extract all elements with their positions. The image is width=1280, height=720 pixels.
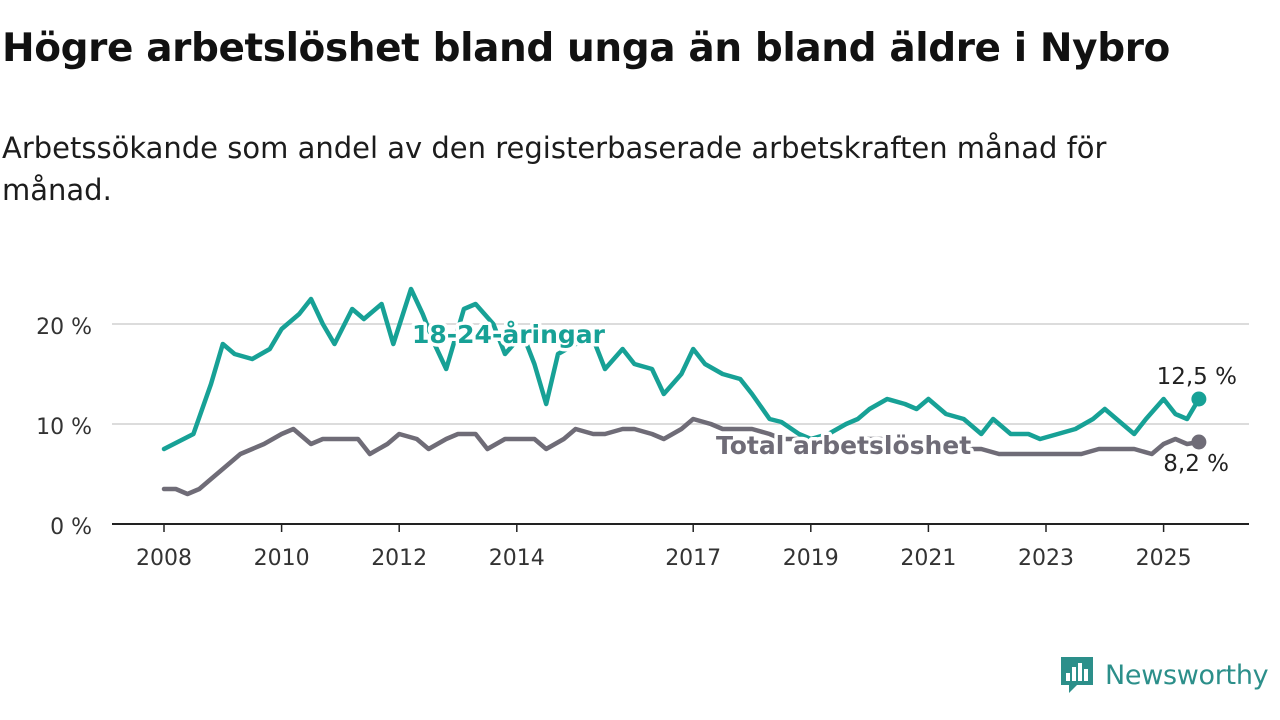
- x-tick-label: 2014: [489, 546, 545, 571]
- end-point-total: [1191, 434, 1207, 450]
- end-label-young-halo: 12,5 %: [1157, 364, 1237, 390]
- end-label-total-halo: 8,2 %: [1163, 451, 1229, 477]
- end-label-total: 8,2 %: [1163, 451, 1229, 477]
- chart-title: Högre arbetslöshet bland unga än bland ä…: [2, 26, 1170, 71]
- x-tick-label: 2025: [1136, 546, 1192, 571]
- x-tick-label: 2019: [783, 546, 839, 571]
- y-tick-label: 0 %: [50, 515, 92, 540]
- y-tick-label: 10 %: [36, 415, 92, 440]
- series-label-young: 18-24-åringar: [412, 320, 606, 349]
- x-tick-label: 2008: [136, 546, 192, 571]
- end-label-young: 12,5 %: [1157, 364, 1237, 390]
- y-tick-label: 20 %: [36, 315, 92, 340]
- series-label-total-halo: Total arbetslöshet: [716, 431, 971, 460]
- x-tick-label: 2017: [665, 546, 721, 571]
- newsworthy-icon: [1061, 657, 1093, 693]
- series-line-total: [161, 416, 1202, 497]
- series-label-young-halo: 18-24-åringar: [412, 320, 606, 349]
- newsworthy-logo: Newsworthy: [1059, 655, 1269, 695]
- x-tick-label: 2012: [371, 546, 427, 571]
- x-tick-label: 2021: [900, 546, 956, 571]
- series-label-total: Total arbetslöshet: [716, 431, 971, 460]
- end-point-young: [1191, 391, 1207, 407]
- chart-subtitle: Arbetssökande som andel av den registerb…: [2, 131, 1107, 207]
- x-tick-label: 2023: [1018, 546, 1074, 571]
- x-tick-label: 2010: [254, 546, 310, 571]
- series-line-young: [161, 286, 1202, 452]
- brand-name: Newsworthy: [1105, 659, 1269, 691]
